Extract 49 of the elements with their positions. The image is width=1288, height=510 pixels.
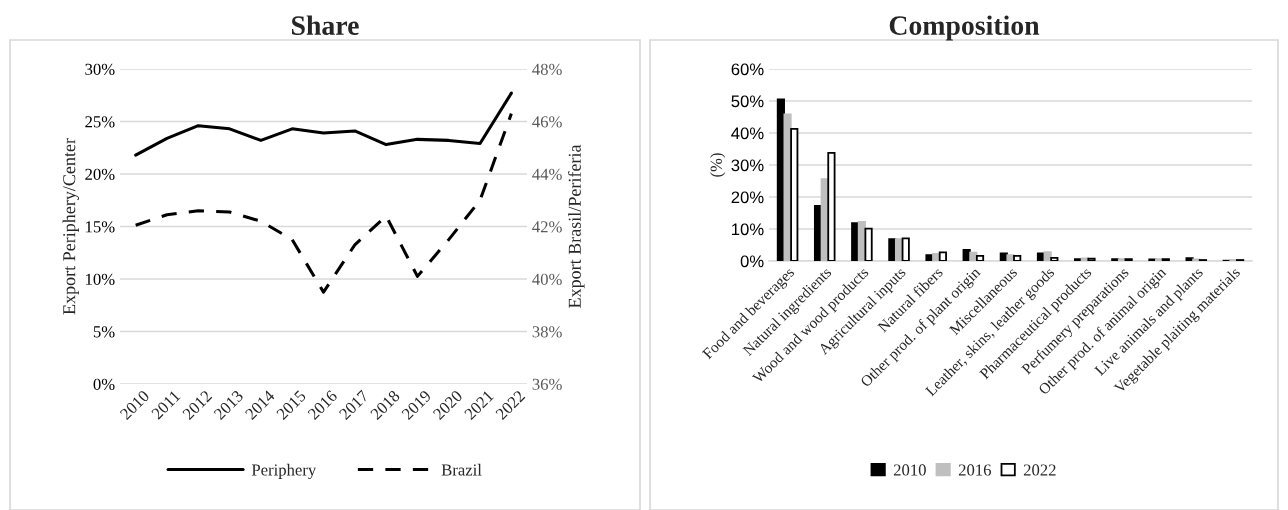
line-series — [134, 112, 513, 294]
y-tick-label: 10% — [732, 223, 764, 236]
bar — [925, 254, 934, 261]
bar — [1043, 251, 1052, 261]
bar — [901, 237, 910, 261]
bar — [1036, 252, 1046, 261]
y-tick-label: 15% — [86, 221, 115, 233]
y-tick-label: 30% — [85, 63, 115, 75]
y-tick-label: 20% — [731, 191, 764, 204]
legend-label: Brazil — [441, 463, 482, 476]
bar — [790, 127, 799, 261]
y2-tick-label: 36% — [532, 378, 562, 390]
bar — [938, 251, 947, 261]
bar — [1013, 254, 1022, 261]
line-series — [134, 91, 513, 157]
chart-title: Share — [292, 15, 359, 35]
y-tick-label: 30% — [731, 159, 764, 172]
y2-tick-label: 40% — [532, 273, 562, 285]
bar — [1006, 254, 1015, 261]
y2-tick-label: 48% — [532, 63, 562, 75]
y-tick-label: 40% — [731, 127, 764, 140]
y-tick-label: 5% — [93, 326, 115, 338]
legend-label: 2016 — [958, 464, 991, 476]
bar — [1087, 257, 1096, 261]
legend-label: Periphery — [251, 463, 317, 479]
bar — [1185, 257, 1194, 261]
y-tick-label: 50% — [731, 95, 764, 108]
y-tick-label: 10% — [86, 273, 115, 285]
chart-title: Composition — [889, 15, 1040, 41]
y2-tick-label: 46% — [532, 116, 562, 128]
y-tick-label: 0% — [93, 378, 115, 390]
y2-axis-title: Export Brasil/Periferia — [567, 144, 585, 308]
y-tick-label: 0% — [740, 255, 764, 268]
bar — [864, 227, 873, 261]
y-axis-title: (%) — [710, 153, 726, 177]
y2-tick-label: 38% — [532, 326, 562, 338]
legend-label: 2010 — [893, 464, 926, 476]
bar — [827, 151, 836, 261]
bar — [975, 254, 985, 261]
y-axis-title: Export Periphery/Center — [62, 138, 80, 315]
legend-label: 2022 — [1023, 464, 1056, 476]
y-tick-label: 20% — [85, 168, 115, 180]
bar — [932, 253, 941, 261]
bar — [1050, 256, 1059, 261]
y-tick-label: 25% — [85, 116, 115, 128]
y-tick-label: 60% — [731, 63, 764, 76]
bar — [969, 251, 978, 261]
y2-tick-label: 44% — [532, 168, 562, 180]
y2-tick-label: 42% — [532, 221, 562, 233]
